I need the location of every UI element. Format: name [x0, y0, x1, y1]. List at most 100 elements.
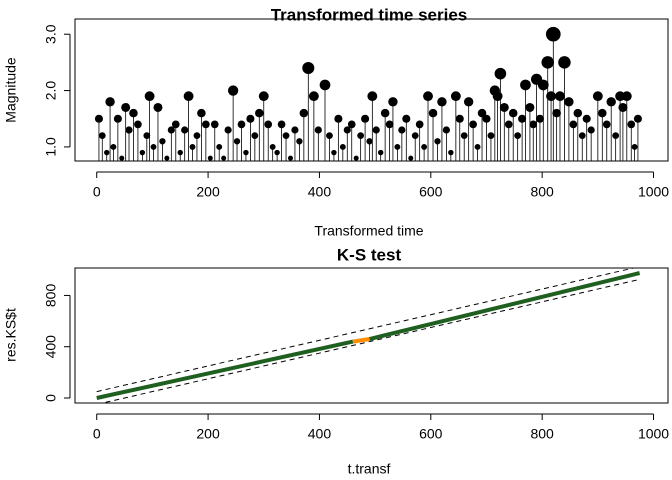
point [110, 143, 117, 150]
point [408, 155, 414, 161]
point [494, 67, 507, 80]
x-tick-label: 0 [93, 184, 101, 200]
x-axis-label: t.transf [348, 461, 391, 477]
point [377, 149, 384, 156]
point [455, 114, 464, 123]
x-tick-label: 200 [196, 426, 220, 442]
point [372, 126, 380, 134]
chart-title: K-S test [337, 245, 402, 264]
point [388, 97, 398, 107]
x-tick-label: 1000 [638, 184, 669, 200]
point [258, 91, 269, 102]
point [331, 149, 337, 156]
point [474, 143, 481, 150]
point [366, 138, 373, 145]
x-tick-label: 1000 [638, 426, 669, 442]
point [460, 132, 468, 140]
point [415, 120, 424, 129]
plot-box [74, 267, 669, 404]
point [598, 108, 607, 118]
point [171, 120, 180, 129]
point [299, 108, 309, 118]
point [492, 91, 503, 102]
point [104, 149, 110, 156]
point [224, 126, 232, 134]
point [164, 155, 170, 161]
x-tick-label: 600 [419, 184, 443, 200]
point [582, 114, 591, 123]
y-tick-label: 0 [43, 394, 59, 402]
point [139, 149, 146, 156]
point [343, 126, 351, 134]
point [529, 120, 538, 129]
point [621, 91, 632, 102]
point [277, 120, 286, 129]
point [482, 114, 491, 123]
point [197, 108, 206, 118]
point [296, 138, 303, 145]
point [177, 149, 183, 156]
point [181, 126, 189, 134]
ks-line [96, 339, 354, 400]
x-tick-label: 200 [196, 184, 220, 200]
point [183, 91, 194, 102]
point [606, 97, 616, 107]
point [618, 102, 628, 112]
point [129, 108, 138, 118]
point [134, 120, 142, 129]
point [573, 108, 583, 118]
point [189, 143, 196, 150]
point [314, 126, 322, 134]
point [334, 114, 343, 123]
point [143, 132, 151, 140]
ks-line [369, 271, 641, 341]
y-tick-label: 2.0 [43, 81, 59, 101]
point [357, 132, 365, 140]
x-tick-label: 0 [93, 426, 101, 442]
point [546, 91, 556, 102]
point [113, 114, 122, 123]
point [159, 138, 166, 145]
point [428, 108, 438, 118]
point [411, 132, 419, 140]
x-tick-label: 400 [308, 426, 332, 442]
point [448, 149, 454, 156]
point [504, 120, 513, 129]
point [578, 132, 586, 140]
point [450, 91, 461, 102]
y-axis-label: Magnitude [3, 57, 19, 123]
point [227, 85, 239, 96]
point [587, 126, 595, 134]
point [592, 91, 603, 102]
point [487, 132, 495, 140]
point [302, 62, 315, 75]
plot-area [94, 26, 642, 161]
point [602, 120, 611, 129]
x-tick-label: 800 [530, 426, 554, 442]
point [394, 143, 401, 150]
point [121, 102, 131, 112]
point [153, 102, 163, 112]
point [402, 114, 411, 123]
point [353, 155, 359, 161]
point [558, 56, 571, 69]
point [627, 120, 636, 129]
point [202, 120, 210, 129]
point [367, 91, 378, 102]
point [207, 155, 213, 161]
point [347, 120, 356, 129]
point [237, 120, 246, 129]
point [282, 132, 290, 140]
point [555, 91, 565, 102]
point [437, 97, 447, 107]
x-tick-label: 800 [530, 184, 554, 200]
point [442, 126, 450, 134]
point [94, 114, 103, 123]
point [246, 114, 255, 123]
plot-area [96, 268, 641, 403]
point [564, 97, 574, 107]
point [264, 120, 273, 129]
point [463, 97, 474, 107]
point [326, 132, 333, 140]
